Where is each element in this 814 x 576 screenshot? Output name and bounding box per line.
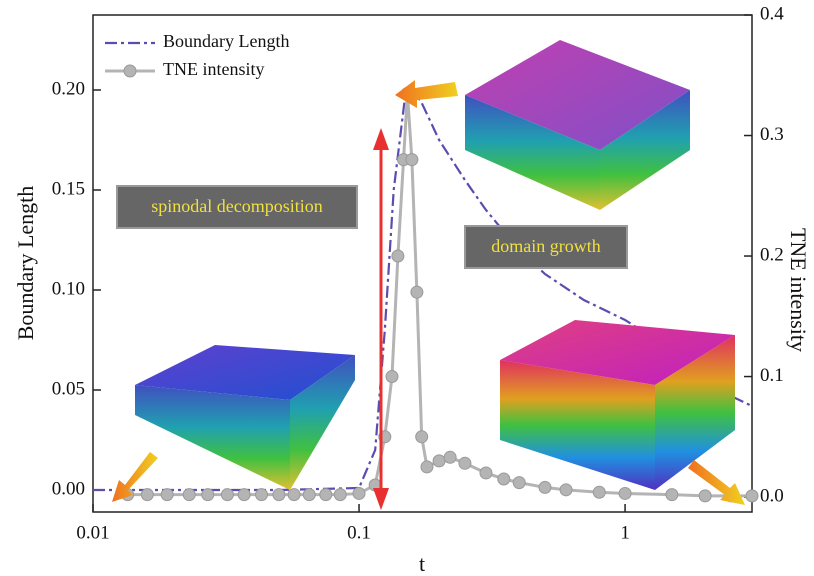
y-tick-label: 0.15	[52, 178, 85, 199]
y2-tick-label: 0.4	[760, 3, 784, 24]
arrow	[688, 460, 745, 505]
marker	[432, 454, 446, 468]
annotation: domain growth	[491, 236, 601, 256]
y2-tick-label: 0.3	[760, 124, 784, 145]
y-tick-label: 0.00	[52, 478, 85, 499]
y2-axis-label: TNE intensity	[786, 228, 811, 352]
annotation-box	[464, 225, 628, 269]
marker	[220, 488, 234, 502]
marker	[160, 488, 174, 502]
marker	[237, 488, 251, 502]
marker	[272, 488, 286, 502]
marker	[458, 456, 472, 470]
arrow	[395, 80, 458, 108]
marker	[420, 460, 434, 474]
y-tick-label: 0.05	[52, 378, 85, 399]
marker	[333, 488, 347, 502]
decorations: spinodal decomposition domain growth	[112, 40, 745, 510]
marker	[391, 249, 405, 263]
annotation-box	[116, 185, 358, 229]
marker	[182, 488, 196, 502]
marker	[415, 430, 429, 444]
y-tick-label: 0.10	[52, 278, 85, 299]
marker	[443, 450, 457, 464]
inset-surface	[465, 40, 690, 210]
inset-surface	[500, 320, 735, 490]
y2-tick-label: 0.1	[760, 365, 784, 386]
marker	[665, 488, 679, 502]
x-tick-label: 0.1	[347, 522, 371, 543]
legend-label: Boundary Length	[163, 31, 289, 51]
marker	[497, 472, 511, 486]
marker	[405, 153, 419, 167]
marker	[385, 370, 399, 384]
y-axis-label: Boundary Length	[13, 186, 38, 341]
annotation: spinodal decomposition	[151, 196, 322, 216]
legend-marker	[123, 64, 137, 78]
arrow	[112, 452, 158, 502]
plot-area: 0.01 0.1 1 0.00 0.05 0.10 0.15 0.20 0.0 0.1 0.2 0.3…	[52, 3, 785, 543]
x-tick-label: 0.01	[76, 522, 109, 543]
marker	[201, 488, 215, 502]
marker	[512, 476, 526, 490]
y-tick-label: 0.20	[52, 78, 85, 99]
marker	[410, 285, 424, 299]
marker	[319, 488, 333, 502]
marker	[352, 486, 366, 500]
marker	[592, 485, 606, 499]
double-arrow	[373, 128, 389, 510]
legend-label: TNE intensity	[163, 59, 265, 79]
marker	[287, 488, 301, 502]
plot-frame	[92, 14, 753, 513]
marker	[745, 489, 759, 503]
series-line	[93, 88, 753, 492]
marker	[140, 488, 154, 502]
marker	[255, 488, 269, 502]
marker	[538, 480, 552, 494]
marker	[479, 466, 493, 480]
x-axis-label: t	[419, 551, 425, 576]
marker	[618, 486, 632, 500]
marker	[698, 489, 712, 503]
marker	[302, 488, 316, 502]
y2-tick-label: 0.0	[760, 485, 784, 506]
marker	[559, 483, 573, 497]
y2-tick-label: 0.2	[760, 244, 784, 265]
x-tick-label: 1	[620, 522, 630, 543]
inset-surface	[135, 345, 355, 490]
